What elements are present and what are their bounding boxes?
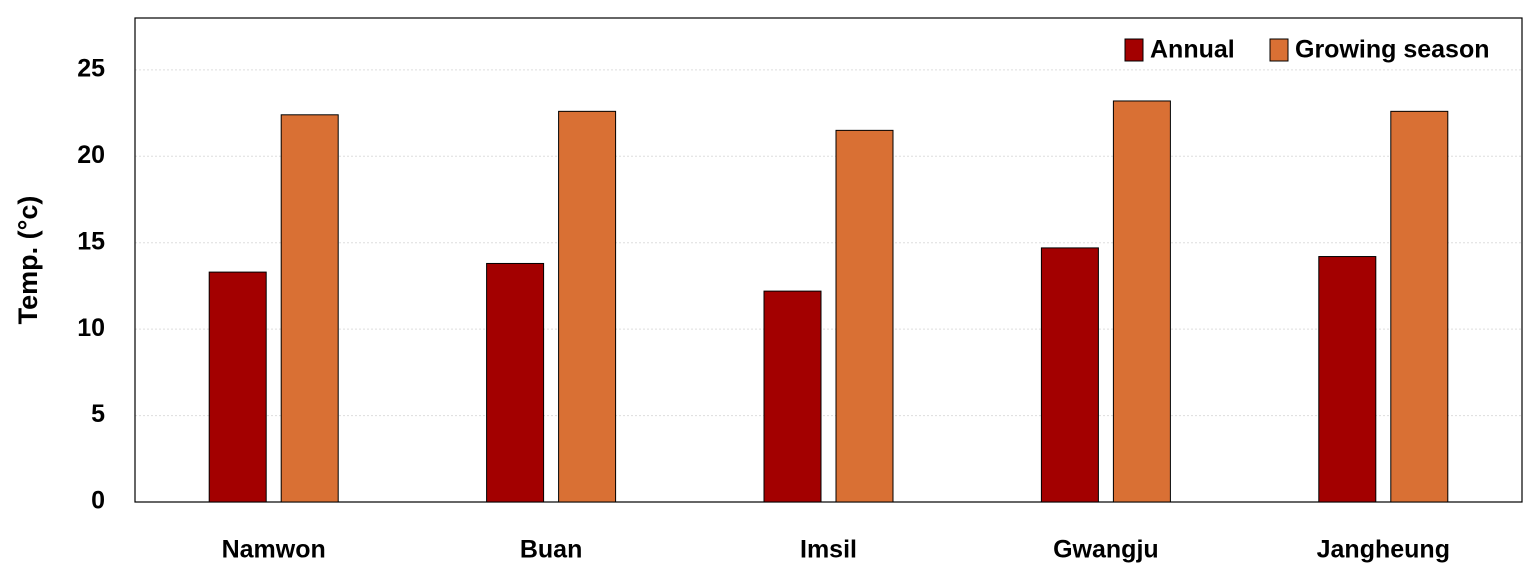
y-tick-label: 5 bbox=[91, 400, 105, 428]
y-tick-label: 15 bbox=[77, 227, 105, 255]
bar bbox=[763, 290, 822, 503]
y-tick-label: 0 bbox=[91, 487, 105, 515]
bar bbox=[208, 271, 267, 503]
bar bbox=[1040, 247, 1099, 503]
bar bbox=[280, 114, 339, 503]
bar bbox=[835, 129, 894, 503]
y-axis-title: Temp. (°c) bbox=[13, 196, 43, 325]
legend-swatch bbox=[1124, 38, 1144, 62]
bar bbox=[1112, 100, 1171, 503]
legend-label: Annual bbox=[1150, 36, 1235, 64]
plot-frame bbox=[134, 17, 1523, 503]
legend-label: Growing season bbox=[1295, 36, 1489, 64]
legend-swatch bbox=[1269, 38, 1289, 62]
bar bbox=[1390, 110, 1449, 503]
x-tick-label: Imsil bbox=[800, 536, 857, 564]
bar bbox=[1318, 256, 1377, 503]
y-tick-label: 25 bbox=[77, 54, 105, 82]
x-tick-label: Gwangju bbox=[1053, 536, 1159, 564]
x-tick-label: Jangheung bbox=[1317, 536, 1450, 564]
y-tick-label: 10 bbox=[77, 314, 105, 342]
bar bbox=[558, 110, 617, 503]
x-tick-label: Namwon bbox=[222, 536, 326, 564]
x-tick-label: Buan bbox=[520, 536, 583, 564]
y-tick-label: 20 bbox=[77, 141, 105, 169]
bar bbox=[486, 262, 545, 503]
